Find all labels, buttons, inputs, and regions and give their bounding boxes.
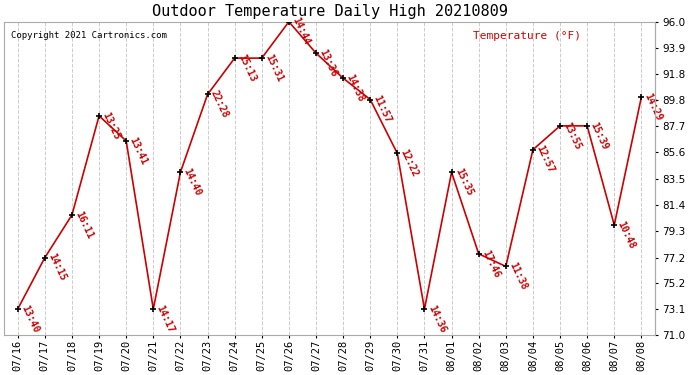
Text: 22:28: 22:28 bbox=[209, 89, 230, 120]
Text: 17:46: 17:46 bbox=[480, 248, 502, 279]
Text: 14:17: 14:17 bbox=[155, 303, 176, 334]
Text: 12:57: 12:57 bbox=[534, 144, 555, 175]
Text: 10:48: 10:48 bbox=[615, 219, 637, 250]
Text: 15:31: 15:31 bbox=[263, 53, 285, 83]
Text: 14:44: 14:44 bbox=[290, 16, 312, 47]
Text: 13:55: 13:55 bbox=[562, 120, 583, 151]
Text: 14:36: 14:36 bbox=[426, 303, 447, 334]
Text: 13:41: 13:41 bbox=[128, 135, 149, 166]
Text: 11:38: 11:38 bbox=[507, 261, 529, 292]
Text: Copyright 2021 Cartronics.com: Copyright 2021 Cartronics.com bbox=[10, 31, 166, 40]
Text: 13:36: 13:36 bbox=[317, 48, 339, 78]
Text: 12:22: 12:22 bbox=[399, 148, 420, 179]
Text: 16:11: 16:11 bbox=[73, 209, 95, 240]
Text: 15:39: 15:39 bbox=[589, 120, 610, 151]
Text: 15:13: 15:13 bbox=[236, 53, 257, 83]
Text: 13:25: 13:25 bbox=[101, 110, 122, 141]
Text: Temperature (°F): Temperature (°F) bbox=[473, 31, 581, 41]
Text: 13:40: 13:40 bbox=[19, 303, 41, 334]
Text: 15:35: 15:35 bbox=[453, 166, 475, 198]
Text: 14:15: 14:15 bbox=[46, 252, 68, 283]
Text: 14:38: 14:38 bbox=[344, 73, 366, 104]
Text: 14:29: 14:29 bbox=[643, 92, 664, 122]
Text: 11:57: 11:57 bbox=[372, 94, 393, 125]
Text: 14:40: 14:40 bbox=[181, 166, 204, 198]
Title: Outdoor Temperature Daily High 20210809: Outdoor Temperature Daily High 20210809 bbox=[152, 4, 507, 19]
